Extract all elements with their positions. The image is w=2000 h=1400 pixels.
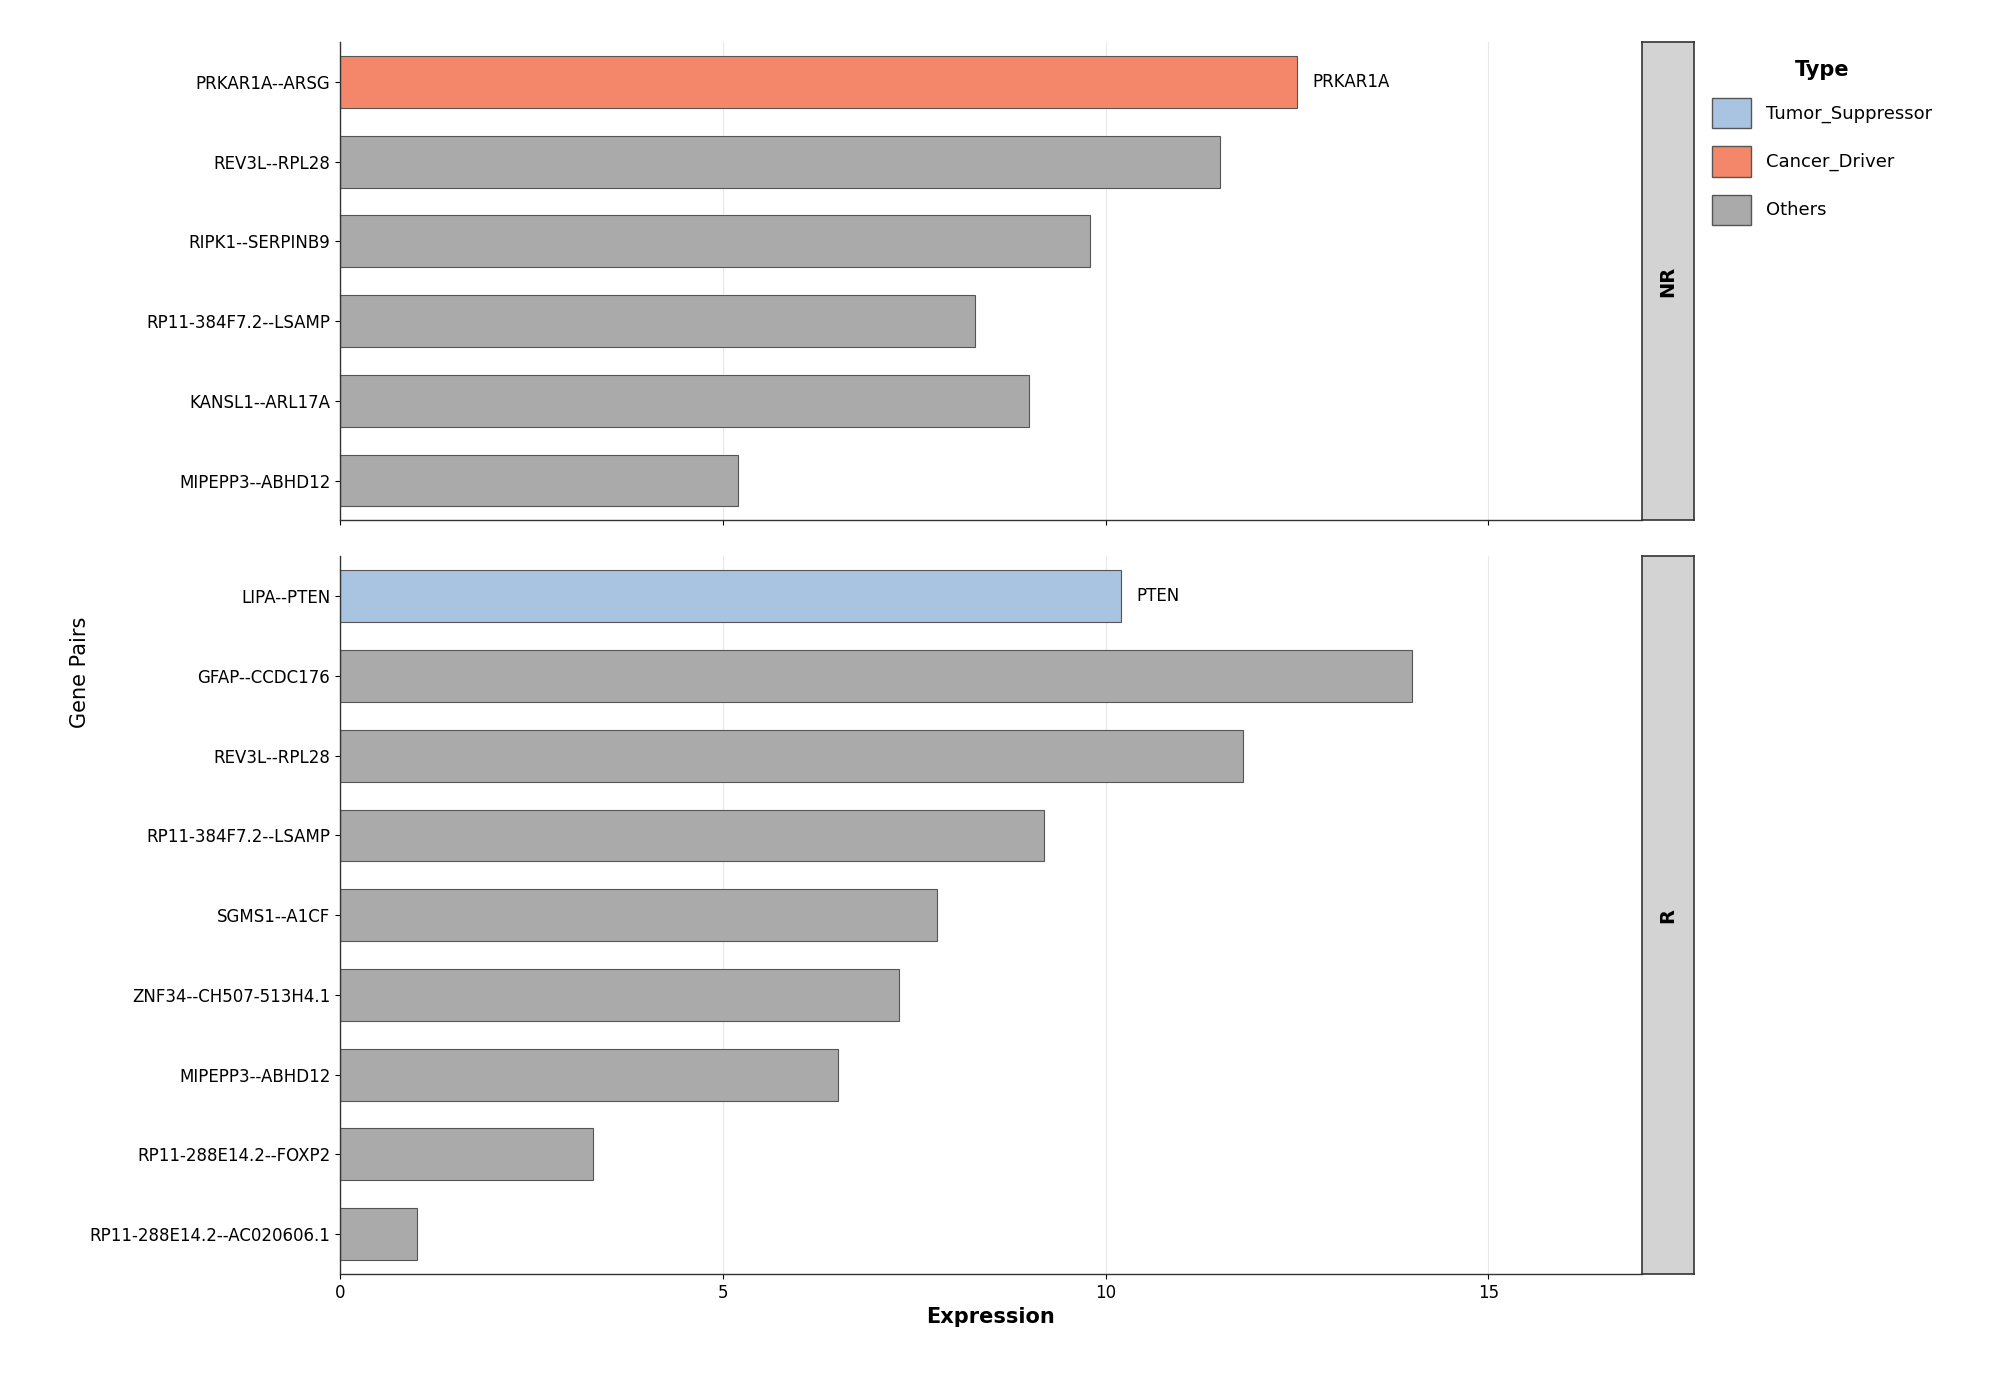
Bar (340, 889, 938, 941)
Bar (340, 295, 976, 347)
Bar (340, 216, 1090, 267)
Bar (340, 455, 738, 507)
Legend: Tumor_Suppressor, Cancer_Driver, Others: Tumor_Suppressor, Cancer_Driver, Others (1702, 50, 1942, 234)
Text: NR: NR (1658, 266, 1678, 297)
Bar (340, 969, 898, 1021)
Bar (340, 809, 1044, 861)
Bar (340, 375, 1030, 427)
Text: R: R (1658, 907, 1678, 923)
Bar (340, 570, 1120, 622)
Bar (340, 1049, 838, 1100)
Text: PRKAR1A: PRKAR1A (1312, 73, 1390, 91)
Text: Gene Pairs: Gene Pairs (70, 616, 90, 728)
Bar (340, 650, 1412, 701)
Bar (340, 136, 1220, 188)
X-axis label: Expression: Expression (926, 1308, 1056, 1327)
Bar (340, 1208, 416, 1260)
Bar (340, 1128, 592, 1180)
Text: PTEN: PTEN (1136, 587, 1180, 605)
Bar (340, 56, 1298, 108)
Bar (340, 729, 1244, 781)
